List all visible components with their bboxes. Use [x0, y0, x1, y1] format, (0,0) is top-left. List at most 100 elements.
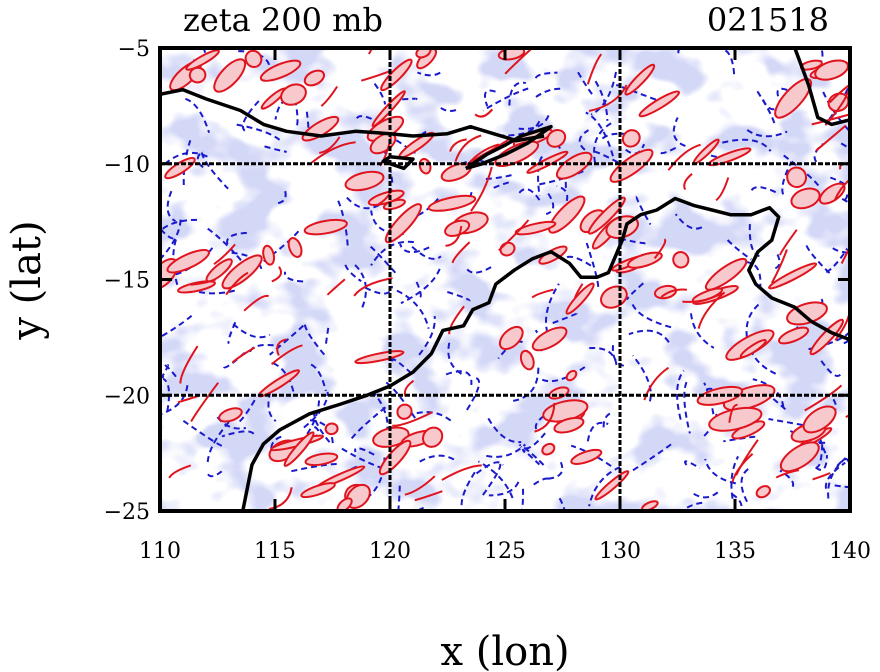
positive-contour-line	[715, 177, 730, 202]
positive-contour-line	[190, 382, 219, 423]
negative-contour	[731, 493, 743, 511]
negative-contour	[415, 454, 455, 465]
positive-contour	[378, 439, 412, 476]
positive-contour-line	[276, 338, 287, 356]
negative-contour	[535, 87, 561, 98]
positive-contour	[218, 407, 243, 423]
positive-contour-line	[319, 136, 341, 154]
negative-contour	[518, 188, 541, 201]
negative-contour	[822, 91, 850, 133]
positive-contour	[565, 369, 578, 382]
positive-contour-line	[441, 464, 482, 481]
positive-contour	[304, 452, 339, 467]
negative-contour	[160, 364, 169, 383]
negative-contour	[635, 195, 652, 225]
x-tick-label: 140	[829, 539, 871, 564]
negative-contour	[726, 239, 752, 261]
negative-contour	[750, 186, 780, 195]
negative-contour	[200, 152, 229, 190]
negative-contour	[776, 87, 788, 103]
positive-contour	[802, 405, 837, 434]
negative-contour	[460, 469, 478, 506]
positive-contour	[354, 350, 405, 365]
positive-contour	[421, 426, 444, 448]
negative-contour	[466, 264, 495, 274]
negative-contour	[160, 219, 182, 260]
negative-contour	[221, 430, 255, 438]
positive-contour	[548, 195, 586, 234]
negative-contour	[756, 90, 777, 127]
negative-contour	[402, 97, 418, 101]
positive-contour-line	[504, 48, 534, 75]
negative-contour	[611, 345, 625, 367]
negative-vorticity-field	[160, 48, 850, 511]
positive-contour-line	[683, 173, 693, 191]
y-axis-label: y (lat)	[4, 220, 50, 340]
positive-contour-line	[588, 84, 628, 112]
positive-contour	[565, 282, 595, 315]
negative-contour	[658, 147, 677, 155]
negative-contour	[704, 458, 737, 485]
negative-contour	[518, 114, 550, 130]
positive-contour-line	[225, 271, 249, 296]
negative-contour	[206, 226, 242, 261]
chart-title: zeta 200 mb	[183, 1, 383, 39]
negative-contour	[520, 488, 525, 511]
positive-contour	[221, 254, 263, 290]
negative-contour	[160, 314, 193, 339]
negative-contour	[482, 462, 502, 496]
negative-contour	[277, 190, 287, 205]
chart-timestamp: 021518	[707, 1, 829, 39]
negative-contour	[745, 261, 762, 288]
negative-contour	[487, 417, 522, 444]
negative-contour	[541, 365, 588, 383]
negative-contour	[160, 218, 198, 233]
positive-contour	[166, 248, 210, 274]
positive-contour	[555, 151, 593, 180]
negative-contour	[397, 485, 401, 511]
positive-contour	[790, 187, 821, 210]
positive-contour-line	[231, 346, 256, 364]
negative-contour	[354, 447, 375, 456]
negative-contour	[544, 283, 560, 333]
positive-contour-line	[449, 138, 467, 152]
negative-contour	[477, 460, 514, 499]
positive-contour-line	[498, 219, 530, 252]
positive-contour-line	[771, 249, 788, 284]
negative-contour	[355, 115, 389, 129]
negative-contour	[563, 255, 592, 267]
positive-contour-line	[833, 177, 850, 201]
coastline	[160, 87, 545, 143]
positive-contour	[287, 237, 303, 258]
negative-contour	[588, 466, 621, 507]
positive-contour-line	[845, 413, 850, 419]
negative-contour	[586, 421, 609, 442]
positive-contour	[786, 166, 808, 189]
positive-vorticity-contours	[160, 48, 850, 511]
negative-contour	[781, 161, 793, 195]
positive-contour-line	[445, 225, 463, 247]
negative-contour	[628, 329, 670, 343]
positive-contour-line	[804, 384, 843, 412]
negative-contour	[400, 268, 441, 305]
negative-contour	[724, 49, 736, 75]
positive-contour	[519, 349, 535, 371]
negative-contour	[840, 142, 850, 150]
negative-contour	[350, 406, 387, 440]
x-tick-label: 120	[369, 539, 411, 564]
negative-contour	[411, 245, 442, 260]
negative-vorticity-contours	[160, 48, 850, 511]
negative-contour	[825, 248, 849, 274]
positive-contour-line	[779, 229, 798, 256]
positive-contour-line	[353, 277, 393, 297]
positive-contour-line	[448, 305, 465, 335]
negative-contour	[690, 313, 715, 349]
positive-contour-line	[653, 238, 667, 260]
negative-contour	[303, 324, 326, 356]
negative-contour	[466, 376, 481, 411]
positive-contour-line	[269, 487, 293, 510]
positive-contour-line	[414, 490, 443, 502]
y-tick-label: −25	[104, 500, 150, 525]
positive-contour-line	[728, 403, 738, 423]
positive-contour	[531, 326, 568, 352]
